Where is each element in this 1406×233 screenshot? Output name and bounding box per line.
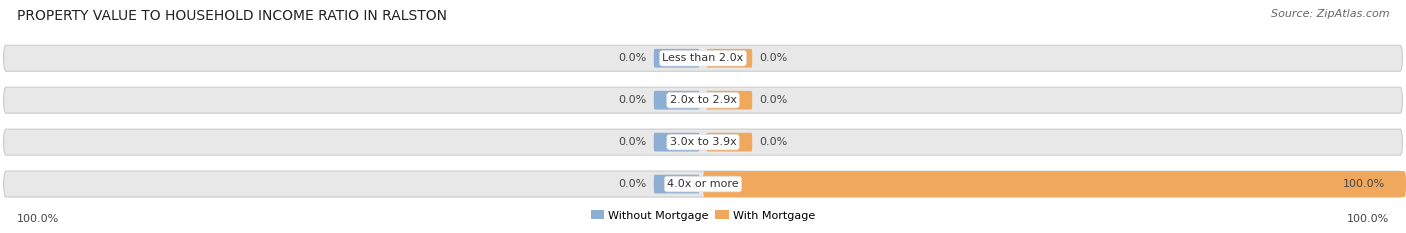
FancyBboxPatch shape [3, 171, 1403, 197]
Text: 3.0x to 3.9x: 3.0x to 3.9x [669, 137, 737, 147]
Text: 0.0%: 0.0% [619, 53, 647, 63]
Text: 0.0%: 0.0% [759, 137, 787, 147]
Text: PROPERTY VALUE TO HOUSEHOLD INCOME RATIO IN RALSTON: PROPERTY VALUE TO HOUSEHOLD INCOME RATIO… [17, 9, 447, 23]
Text: Less than 2.0x: Less than 2.0x [662, 53, 744, 63]
Text: 0.0%: 0.0% [619, 179, 647, 189]
Text: 0.0%: 0.0% [619, 137, 647, 147]
Text: 2.0x to 2.9x: 2.0x to 2.9x [669, 95, 737, 105]
FancyBboxPatch shape [703, 171, 1406, 197]
Text: 100.0%: 100.0% [1343, 179, 1385, 189]
FancyBboxPatch shape [707, 175, 752, 193]
FancyBboxPatch shape [3, 129, 1403, 155]
FancyBboxPatch shape [707, 49, 752, 68]
Text: 4.0x or more: 4.0x or more [668, 179, 738, 189]
FancyBboxPatch shape [3, 87, 1403, 113]
Text: Source: ZipAtlas.com: Source: ZipAtlas.com [1271, 9, 1389, 19]
Text: 0.0%: 0.0% [759, 95, 787, 105]
Text: 100.0%: 100.0% [1347, 214, 1389, 224]
Legend: Without Mortgage, With Mortgage: Without Mortgage, With Mortgage [586, 206, 820, 225]
FancyBboxPatch shape [654, 91, 700, 110]
Text: 0.0%: 0.0% [759, 53, 787, 63]
FancyBboxPatch shape [654, 133, 700, 151]
FancyBboxPatch shape [707, 133, 752, 151]
FancyBboxPatch shape [654, 175, 700, 193]
FancyBboxPatch shape [654, 49, 700, 68]
FancyBboxPatch shape [707, 91, 752, 110]
Text: 100.0%: 100.0% [17, 214, 59, 224]
Text: 0.0%: 0.0% [619, 95, 647, 105]
FancyBboxPatch shape [3, 45, 1403, 71]
